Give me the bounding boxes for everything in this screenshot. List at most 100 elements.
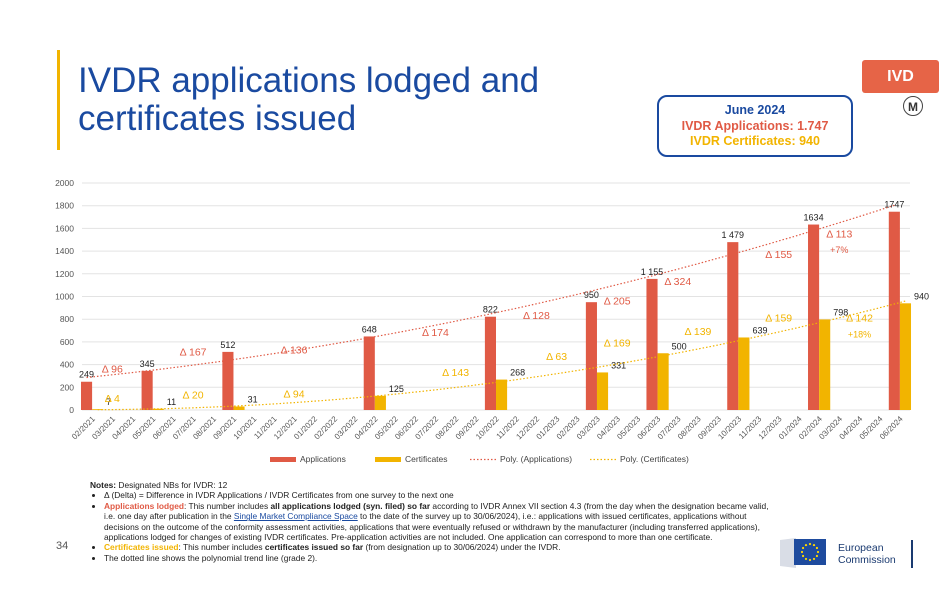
y-tick-label: 400 — [60, 360, 74, 370]
legend-swatch — [375, 457, 401, 462]
delta-annotation: Δ 20 — [183, 390, 204, 402]
notes-section: Notes: Designated NBs for IVDR: 12 Δ (De… — [90, 480, 770, 563]
ec-divider — [911, 540, 913, 568]
summary-box: June 2024 IVDR Applications: 1.747 IVDR … — [657, 95, 853, 157]
delta-annotation: Δ 139 — [685, 326, 712, 338]
delta-annotation: Δ 4 — [105, 393, 120, 405]
note-trendline: The dotted line shows the polynomial tre… — [104, 553, 770, 563]
note-app-text-1: : This number includes — [184, 500, 271, 511]
certificates-data-label: 268 — [510, 368, 525, 378]
applications-bar — [646, 278, 658, 410]
notes-title-rest: Designated NBs for IVDR: 12 — [116, 480, 228, 490]
summary-applications: IVDR Applications: 1.747 — [681, 118, 829, 133]
note-cert-bold: certificates issued so far — [264, 542, 364, 553]
delta-annotation: Δ 155 — [765, 249, 792, 261]
y-tick-label: 1200 — [55, 269, 74, 279]
y-tick-label: 600 — [60, 337, 74, 347]
delta-annotation: Δ 159 — [765, 312, 792, 324]
summary-certificates: IVDR Certificates: 940 — [690, 134, 820, 148]
certificates-data-label: 7 — [106, 397, 111, 407]
applications-bar — [363, 336, 375, 410]
y-tick-label: 0 — [69, 405, 74, 415]
page-title: IVDR applications lodged and certificate… — [78, 61, 540, 138]
legend-entry: Applications — [300, 454, 346, 464]
delta-annotation: Δ 96 — [102, 364, 123, 376]
applications-data-label: 950 — [584, 290, 599, 300]
certificates-data-label: 798 — [833, 307, 848, 317]
ec-name: European Commission — [838, 542, 896, 566]
delta-annotation: Δ 94 — [284, 389, 305, 401]
certificates-bar — [819, 319, 831, 410]
certificates-data-label: 31 — [248, 394, 258, 404]
applications-certificates-chart: 020040060080010001200140016001800200002/… — [55, 178, 929, 464]
delta-annotation: +18% — [848, 329, 871, 339]
applications-bar — [585, 302, 597, 410]
applications-data-label: 345 — [140, 359, 155, 369]
certificates-data-label: 125 — [389, 384, 404, 394]
legend-swatch — [270, 457, 296, 462]
applications-data-label: 648 — [362, 324, 377, 334]
applications-bar — [141, 370, 153, 410]
delta-annotation: Δ 324 — [664, 276, 691, 288]
applications-data-label: 1 155 — [641, 267, 664, 277]
note-cert-heading: Certificates issued — [104, 542, 179, 553]
note-certificates: Certificates issued: This number include… — [104, 542, 770, 552]
applications-bar — [484, 316, 496, 410]
y-tick-label: 200 — [60, 382, 74, 392]
certificates-data-label: 331 — [611, 360, 626, 370]
certificates-bar — [738, 337, 750, 410]
summary-date: June 2024 — [724, 103, 786, 117]
applications-bar — [727, 242, 739, 410]
applications-data-label: 512 — [220, 340, 235, 350]
certificates-bar — [657, 353, 669, 410]
delta-annotation: Δ 142 — [846, 312, 873, 324]
note-app-heading: Applications lodged — [104, 500, 185, 511]
applications-bar — [80, 381, 93, 410]
y-tick-label: 2000 — [55, 178, 74, 188]
delta-annotation: Δ 169 — [604, 337, 631, 349]
m-circle-icon: M — [903, 96, 923, 116]
note-applications: Applications lodged: This number include… — [104, 501, 770, 543]
certificates-bar — [596, 372, 609, 410]
delta-annotation: +7% — [830, 245, 848, 255]
delta-annotation: Δ 205 — [604, 295, 631, 307]
y-tick-label: 1800 — [55, 201, 74, 211]
legend-entry: Poly. (Applications) — [500, 454, 572, 464]
note-app-text-2: according to IVDR Annex VII section 4.3 … — [104, 500, 769, 522]
delta-annotation: Δ 113 — [826, 228, 852, 240]
x-tick-label: 06/2024 — [878, 414, 905, 441]
legend-entry: Certificates — [405, 454, 448, 464]
y-tick-label: 1400 — [55, 246, 74, 256]
legend-entry: Poly. (Certificates) — [620, 454, 689, 464]
delta-annotation: Δ 167 — [180, 347, 207, 359]
applications-data-label: 1747 — [884, 200, 904, 210]
certificates-bar — [899, 303, 912, 410]
page-number: 34 — [56, 540, 69, 552]
certificates-bar — [374, 395, 386, 410]
ivd-badge: IVD — [862, 60, 939, 93]
delta-annotation: Δ 136 — [281, 344, 308, 356]
eu-flag-icon — [778, 536, 830, 570]
y-tick-label: 1600 — [55, 223, 74, 233]
applications-bar — [222, 351, 234, 410]
note-app-bold: all applications lodged (syn. filed) so … — [270, 500, 431, 511]
notes-title: Notes: — [90, 480, 117, 490]
certificates-data-label: 500 — [672, 341, 687, 351]
applications-data-label: 822 — [483, 305, 498, 315]
y-tick-label: 800 — [60, 314, 74, 324]
certificates-data-label: 11 — [167, 397, 176, 407]
certificates-bar — [233, 406, 245, 410]
applications-bar — [808, 224, 820, 410]
applications-data-label: 1 479 — [722, 230, 745, 240]
certificates-bar — [92, 409, 104, 410]
applications-bar — [888, 211, 900, 410]
title-accent-bar — [57, 50, 60, 150]
certificates-data-label: 639 — [752, 325, 767, 335]
applications-trendline — [86, 204, 895, 379]
applications-data-label: 249 — [79, 370, 94, 380]
note-app-text-3: to the date of the survey up to 30/06/20… — [104, 511, 760, 543]
note-cert-text-1: : This number includes — [178, 542, 265, 553]
applications-data-label: 1634 — [804, 213, 824, 223]
delta-annotation: Δ 63 — [546, 351, 567, 363]
single-market-link[interactable]: Single Market Compliance Space — [233, 511, 358, 522]
